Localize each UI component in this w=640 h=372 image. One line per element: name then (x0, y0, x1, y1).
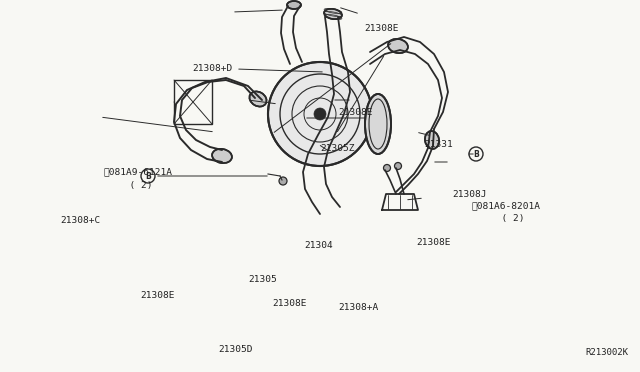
Ellipse shape (287, 1, 301, 9)
Text: Ⓑ081A9-6121A: Ⓑ081A9-6121A (104, 167, 173, 176)
Circle shape (314, 108, 326, 120)
Ellipse shape (388, 39, 408, 53)
Text: R213002K: R213002K (585, 348, 628, 357)
Ellipse shape (324, 9, 342, 19)
Text: 21305: 21305 (248, 276, 276, 285)
Circle shape (383, 164, 390, 171)
Circle shape (268, 62, 372, 166)
Text: 21308+C: 21308+C (60, 215, 100, 224)
Text: B: B (473, 150, 479, 158)
Text: 21308+D: 21308+D (192, 64, 232, 73)
Text: 21308E: 21308E (272, 299, 307, 308)
Circle shape (394, 163, 401, 170)
Circle shape (279, 177, 287, 185)
Ellipse shape (334, 96, 350, 105)
Ellipse shape (425, 131, 439, 149)
Text: 21308E: 21308E (338, 108, 372, 116)
Text: ( 2): ( 2) (118, 180, 152, 189)
Text: 21304: 21304 (304, 241, 333, 250)
Ellipse shape (250, 92, 266, 106)
Ellipse shape (365, 94, 391, 154)
Text: 21308E: 21308E (140, 292, 175, 301)
Text: B: B (145, 171, 151, 180)
Text: ( 2): ( 2) (490, 214, 525, 222)
Text: 21305D: 21305D (218, 346, 253, 355)
FancyBboxPatch shape (174, 80, 212, 124)
Text: 21305Z: 21305Z (320, 144, 355, 153)
Text: 21308E: 21308E (364, 23, 399, 32)
Text: 21331: 21331 (424, 140, 452, 148)
Text: Ⓑ081A6-8201A: Ⓑ081A6-8201A (472, 202, 541, 211)
Text: 21308E: 21308E (416, 237, 451, 247)
Text: 21308+A: 21308+A (338, 304, 378, 312)
Ellipse shape (212, 149, 232, 163)
Text: 21308J: 21308J (452, 189, 486, 199)
